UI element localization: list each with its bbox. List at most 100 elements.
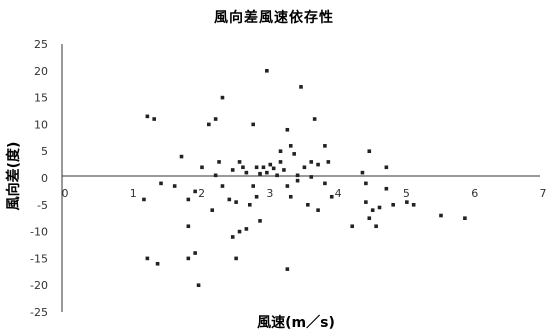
data-point	[179, 154, 184, 159]
data-points	[142, 69, 467, 287]
data-point	[200, 165, 204, 170]
data-point	[220, 95, 225, 100]
data-point	[227, 197, 232, 202]
data-point	[244, 227, 249, 231]
data-point	[295, 178, 300, 183]
x-tick-label: 2	[198, 187, 205, 200]
data-point	[374, 224, 378, 229]
data-point	[244, 170, 249, 175]
y-tick-label: 20	[34, 65, 48, 78]
data-point	[316, 162, 320, 167]
data-point	[326, 160, 331, 164]
data-point	[288, 194, 293, 199]
data-point	[247, 203, 252, 207]
data-point	[217, 160, 221, 164]
data-point	[155, 261, 160, 266]
y-tick-label: 15	[34, 92, 48, 105]
data-point	[213, 117, 218, 121]
data-point	[265, 69, 269, 73]
data-point	[367, 149, 372, 153]
data-point	[271, 166, 276, 171]
y-tick-label: -20	[30, 279, 48, 292]
data-point	[302, 165, 307, 170]
data-point	[384, 186, 389, 191]
data-point	[295, 173, 300, 178]
data-point	[350, 224, 355, 229]
data-point	[309, 175, 314, 179]
data-point	[251, 122, 255, 127]
data-point	[278, 149, 283, 153]
data-point	[220, 184, 225, 188]
data-point	[360, 170, 365, 175]
data-point	[309, 160, 314, 164]
data-point	[258, 171, 262, 176]
y-tick-label: 25	[34, 38, 48, 51]
data-point	[439, 213, 443, 218]
y-tick-label: -10	[30, 226, 48, 239]
data-point	[193, 189, 197, 194]
x-tick-labels: 0 1 2 3 4 5 6 7	[62, 187, 547, 200]
data-point	[207, 122, 211, 127]
x-tick-label: 3	[266, 187, 273, 200]
data-point	[234, 200, 238, 204]
x-tick-label: 7	[540, 187, 547, 200]
data-point	[316, 208, 320, 212]
data-point	[261, 165, 266, 170]
data-point	[196, 283, 201, 287]
data-point	[282, 168, 286, 172]
data-point	[278, 160, 283, 164]
data-point	[159, 181, 163, 186]
data-point	[268, 162, 273, 167]
data-point	[193, 251, 197, 255]
data-point	[285, 184, 290, 188]
chart-title: 風向差風速依存性	[214, 9, 334, 26]
data-point	[306, 203, 310, 207]
y-axis-label: 風向差(度)	[5, 142, 22, 211]
data-point	[142, 197, 146, 202]
data-point	[370, 208, 375, 212]
data-point	[237, 229, 242, 234]
data-point	[186, 256, 191, 261]
data-point	[234, 256, 238, 261]
data-point	[364, 200, 368, 204]
data-point	[288, 144, 293, 148]
data-point	[265, 170, 269, 175]
y-tick-labels: 25 20 15 10 5 0 -5 -10 -15 -20 -25	[30, 38, 48, 319]
y-tick-label: -5	[37, 199, 48, 212]
data-point	[254, 165, 259, 170]
data-point	[323, 181, 327, 186]
x-axis-label: 風速(m／s)	[257, 314, 335, 331]
data-point	[411, 203, 416, 207]
data-point	[323, 144, 327, 148]
data-point	[172, 184, 177, 188]
x-tick-label: 0	[62, 187, 69, 200]
x-tick-label: 5	[403, 187, 410, 200]
data-point	[391, 203, 395, 207]
y-tick-label: -25	[30, 306, 48, 319]
data-point	[186, 197, 191, 202]
data-point	[145, 114, 150, 119]
data-point	[230, 168, 235, 172]
data-point	[237, 160, 242, 164]
x-tick-label: 1	[130, 187, 137, 200]
data-point	[405, 200, 409, 204]
data-point	[145, 256, 150, 261]
data-point	[152, 117, 156, 121]
data-point	[241, 165, 245, 170]
data-point	[299, 85, 303, 89]
data-point	[254, 194, 259, 199]
data-point	[463, 216, 467, 220]
data-point	[312, 117, 317, 121]
y-tick-label: -15	[30, 252, 48, 265]
data-point	[230, 235, 235, 239]
x-tick-label: 6	[471, 187, 478, 200]
data-point	[367, 216, 372, 220]
data-point	[377, 205, 382, 210]
y-tick-label: 10	[34, 118, 48, 131]
data-point	[364, 181, 368, 186]
data-point	[275, 173, 279, 178]
data-point	[292, 152, 296, 156]
data-point	[285, 267, 290, 271]
data-point	[258, 219, 262, 223]
